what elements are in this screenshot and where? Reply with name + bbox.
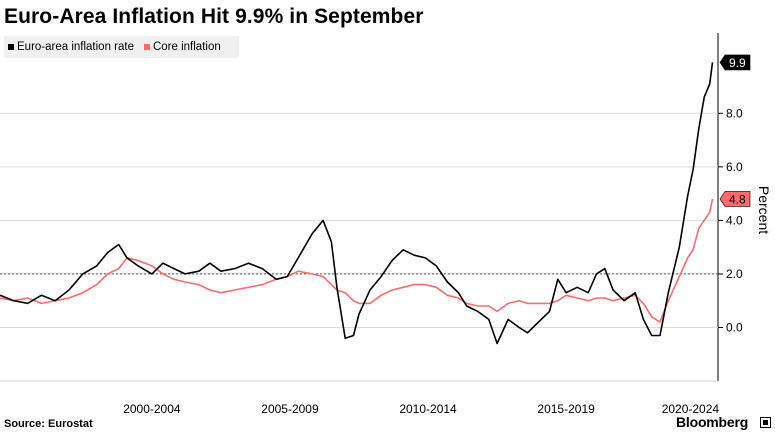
series-group (0, 62, 714, 345)
legend-swatch-core (143, 44, 150, 50)
x-tick-label-4: 2020-2024 (662, 402, 720, 416)
legend-swatch-headline (8, 44, 14, 50)
x-tick-label-1: 2005-2009 (261, 402, 319, 416)
x-tick-labels: 2000-2004 2005-2009 2010-2014 2015-2019 2020… (123, 402, 719, 416)
last-value-badge-shape-1 (719, 191, 751, 207)
chart-title: Euro-Area Inflation Hit 9.9% in Septembe… (4, 5, 424, 28)
legend-label-core: Core inflation (152, 41, 221, 53)
source-note: Source: Eurostat (4, 418, 93, 430)
gridlines (0, 112, 718, 328)
last-value-label-0: 9.9 (729, 56, 746, 70)
y-tick-labels: 0.0 2.0 4.0 6.0 8.0 (718, 106, 743, 334)
legend-item-core: Core inflation (143, 41, 221, 53)
last-value-label-1: 4.8 (729, 192, 746, 206)
bloomberg-logo: Bloomberg (676, 414, 749, 430)
last-value-badge-0: 9.9 (719, 54, 751, 71)
y-tick-label-0: 0.0 (726, 320, 743, 334)
legend-label-headline: Euro-area inflation rate (17, 41, 134, 53)
y-tick-label-2: 4.0 (726, 213, 743, 227)
bloomberg-mark-icon (760, 417, 771, 428)
y-tick-label-3: 6.0 (726, 160, 743, 174)
y-tick-label-1: 2.0 (726, 267, 743, 281)
legend-item-headline: Euro-area inflation rate (8, 41, 134, 53)
last-value-badge-1: 4.8 (719, 191, 751, 207)
legend: Euro-area inflation rate Core inflation (4, 36, 239, 58)
y-tick-label-4: 8.0 (726, 106, 743, 120)
last-value-labels: 9.9 4.8 (719, 54, 751, 207)
series-line-0 (0, 62, 714, 345)
series-line-1 (0, 198, 714, 323)
x-tick-label-3: 2015-2019 (537, 402, 595, 416)
last-value-badge-shape-0 (719, 54, 751, 71)
y-axis-label: Percent (756, 186, 772, 234)
x-tick-label-2: 2010-2014 (399, 402, 457, 416)
x-tick-label-0: 2000-2004 (123, 402, 181, 416)
